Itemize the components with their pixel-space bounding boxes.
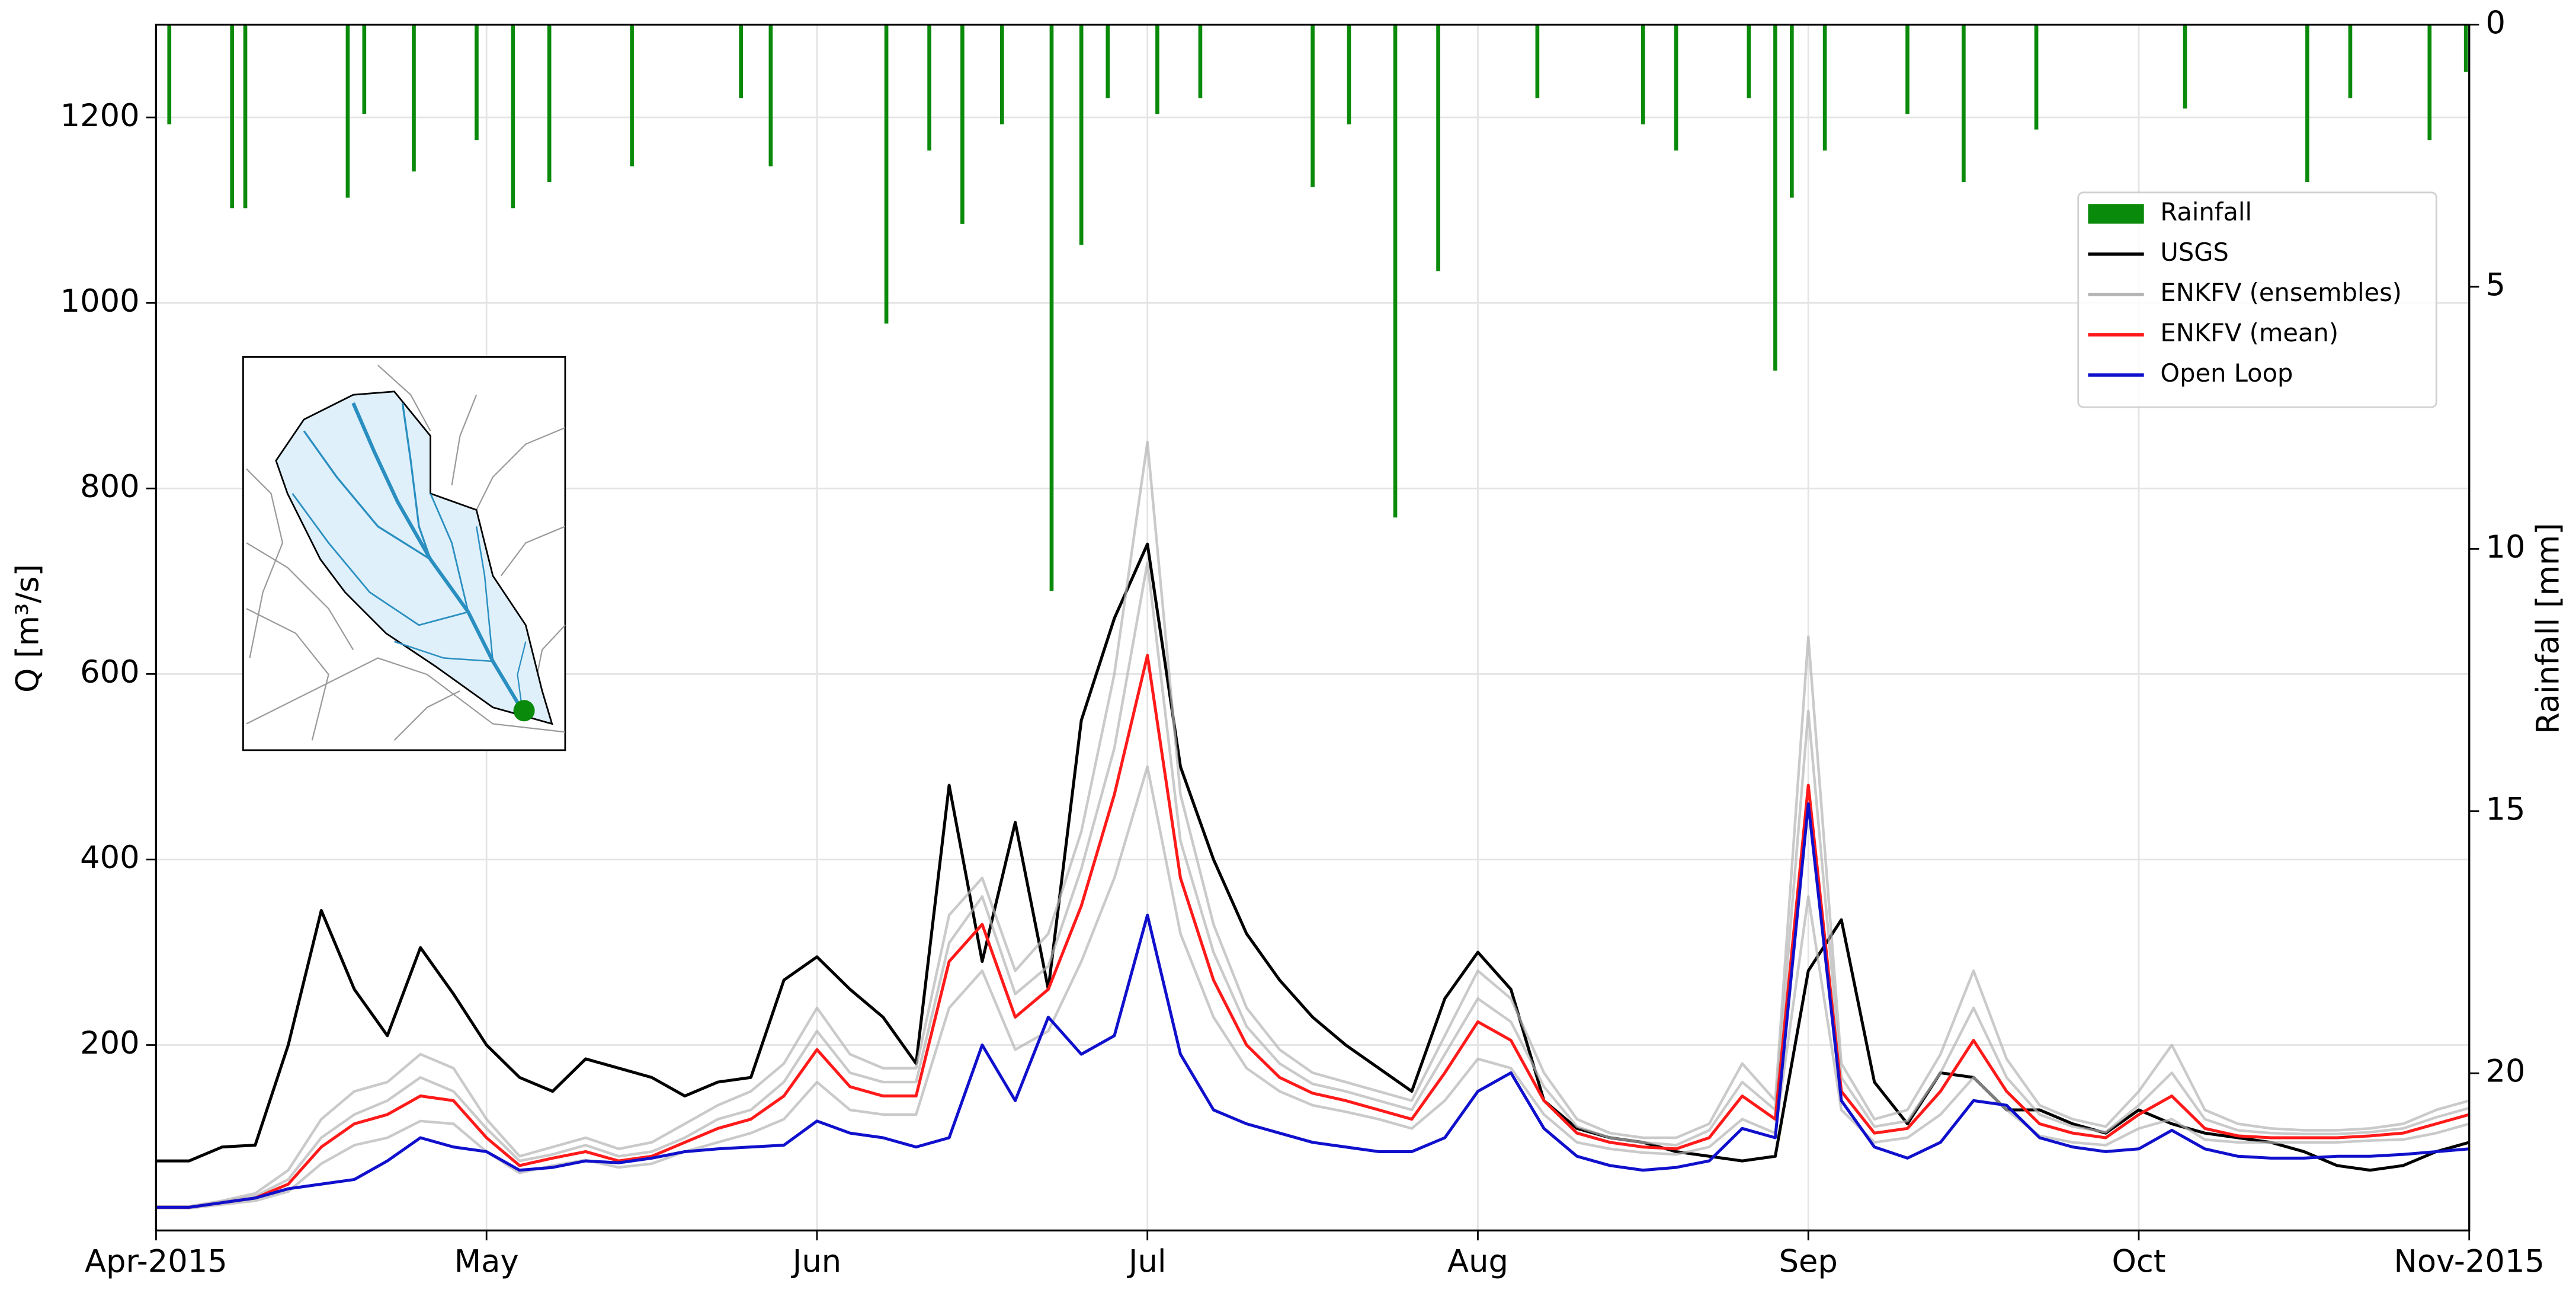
outlet	[513, 700, 535, 722]
river	[394, 641, 493, 662]
rainfall-bar	[230, 24, 235, 209]
y-tick-label: 600	[80, 654, 140, 690]
y2-tick-label: 5	[2485, 267, 2505, 303]
river	[517, 641, 527, 711]
rainfall-bar	[475, 24, 479, 140]
x-tick-label: Sep	[1779, 1244, 1838, 1280]
ensemble-line	[156, 561, 2470, 1209]
inset-streams	[246, 364, 566, 741]
rainfall-bar	[2034, 24, 2039, 130]
rainfall-bar	[2427, 24, 2432, 140]
rainfall-bar	[1822, 24, 1827, 151]
y-tick-label: 1200	[60, 98, 140, 134]
rainfall-bar	[1641, 24, 1645, 124]
x-tick-label: May	[454, 1244, 519, 1280]
x-tick-label: Nov-2015	[2394, 1244, 2545, 1280]
legend-label: USGS	[2160, 238, 2228, 267]
legend-label: ENKFV (ensembles)	[2160, 278, 2402, 307]
series-line	[156, 542, 2470, 1172]
stream	[246, 542, 354, 651]
rainfall-bar	[243, 24, 248, 209]
legend: Rainfall USGS ENKFV (ensembles) ENKFV (mean…	[2077, 191, 2437, 408]
rainfall-bar	[1790, 24, 1794, 198]
y-tick-label: 200	[80, 1025, 140, 1061]
y-tick-label: 1000	[60, 283, 140, 319]
axes: Apr-2015 May Jun Jul Aug Sep Oct Nov-2015200400…	[60, 5, 2545, 1279]
river	[303, 430, 431, 561]
rainfall-bar	[1049, 24, 1054, 591]
rainfall-bar	[1747, 24, 1751, 98]
stream	[246, 657, 566, 733]
rainfall-bar	[768, 24, 773, 167]
ensemble-line	[156, 440, 2470, 1208]
rainfall-bar	[2463, 24, 2468, 72]
rainfall-bar	[630, 24, 634, 167]
river	[291, 493, 469, 626]
rainfall-bar	[547, 24, 552, 183]
x-tick-label: Oct	[2112, 1244, 2165, 1280]
rainfall-bar	[167, 24, 172, 124]
rainfall-bar	[1393, 24, 1398, 518]
legend-label: Open Loop	[2160, 359, 2293, 388]
x-tick-label: Jul	[1127, 1244, 1167, 1280]
legend-label: Rainfall	[2160, 197, 2252, 226]
inset-rivers	[291, 402, 527, 712]
river	[401, 402, 432, 560]
rainfall-bar	[1905, 24, 1909, 114]
rainfall-bar	[884, 24, 889, 324]
rainfall-bar	[1155, 24, 1159, 114]
y2-tick-label: 0	[2485, 5, 2505, 41]
river	[475, 526, 494, 662]
plot-data	[156, 24, 2470, 1210]
stream	[246, 608, 329, 741]
x-tick-label: Jun	[791, 1244, 841, 1280]
x-tick-label: Apr-2015	[85, 1244, 228, 1280]
rainfall-bar	[362, 24, 367, 114]
rainfall-bar	[1106, 24, 1110, 98]
series-line	[156, 802, 2469, 1209]
stream	[500, 526, 566, 577]
legend-box	[2077, 191, 2437, 408]
legend-swatch	[2088, 204, 2144, 224]
rainfall-bar	[1198, 24, 1203, 98]
rainfall-bar	[2348, 24, 2353, 98]
y2-tick-label: 10	[2485, 529, 2525, 565]
rainfall-bar	[739, 24, 743, 98]
stream	[377, 364, 431, 431]
stream	[393, 690, 460, 741]
rainfall-bar	[1773, 24, 1777, 371]
plot-frame	[155, 23, 2471, 1232]
rainfall-bar	[1079, 24, 1084, 245]
rainfall-bar	[2183, 24, 2187, 109]
y-tick-label: 400	[80, 840, 140, 876]
y-axis-label: Q [m³/s]	[10, 564, 46, 693]
y2-axis-label: Rainfall [mm]	[2530, 523, 2566, 734]
rainfall-bar	[1962, 24, 1966, 183]
stream	[476, 427, 566, 511]
rainfall-bar	[2305, 24, 2309, 183]
y2-tick-label: 20	[2485, 1054, 2525, 1090]
rainfall-bar	[511, 24, 515, 209]
series-line	[156, 654, 2470, 1209]
x-tick-label: Aug	[1447, 1244, 1508, 1280]
rainfall-bar	[1347, 24, 1351, 124]
y2-tick-label: 15	[2485, 791, 2525, 827]
rainfall-bar	[927, 24, 931, 151]
inset-map	[242, 356, 566, 751]
stream	[451, 394, 478, 486]
y-tick-label: 800	[80, 469, 140, 505]
rainfall-bar	[345, 24, 350, 198]
rainfall-bar	[412, 24, 416, 172]
rainfall-bar	[999, 24, 1004, 124]
rainfall-bar	[1674, 24, 1678, 151]
rainfall-bar	[1535, 24, 1540, 98]
rainfall-bar	[960, 24, 965, 224]
rainfall-bar	[1311, 24, 1315, 187]
legend-label: ENKFV (mean)	[2160, 318, 2338, 347]
river	[430, 493, 469, 613]
rainfall-bar	[1436, 24, 1440, 271]
